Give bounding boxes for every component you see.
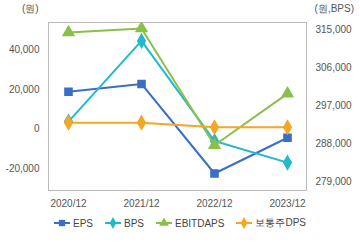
html-text:EBITDAPS: EBITDAPS — [175, 217, 225, 229]
svg-text:2022/12: 2022/12 — [196, 198, 233, 209]
svg-text:288,000: 288,000 — [316, 138, 353, 149]
html-text:(원,BPS): (원,BPS) — [314, 3, 354, 14]
svg-text:0: 0 — [34, 123, 40, 134]
svg-text:315,000: 315,000 — [316, 24, 353, 35]
html-text:BPS: BPS — [124, 217, 144, 229]
svg-text:2020/12: 2020/12 — [50, 198, 87, 209]
html-text:(원): (원) — [22, 3, 39, 14]
svg-text:2021/12: 2021/12 — [123, 198, 160, 209]
svg-text:306,000: 306,000 — [316, 62, 353, 73]
svg-text:2023/12: 2023/12 — [269, 198, 306, 209]
html-text:보통주DPS: 보통주DPS — [255, 217, 306, 228]
svg-text:-20,000: -20,000 — [6, 163, 40, 174]
svg-text:40,000: 40,000 — [9, 44, 40, 55]
svg-text:20,000: 20,000 — [9, 84, 40, 95]
svg-text:279,000: 279,000 — [316, 176, 353, 187]
svg-text:297,000: 297,000 — [316, 100, 353, 111]
html-text:EPS: EPS — [73, 217, 93, 229]
